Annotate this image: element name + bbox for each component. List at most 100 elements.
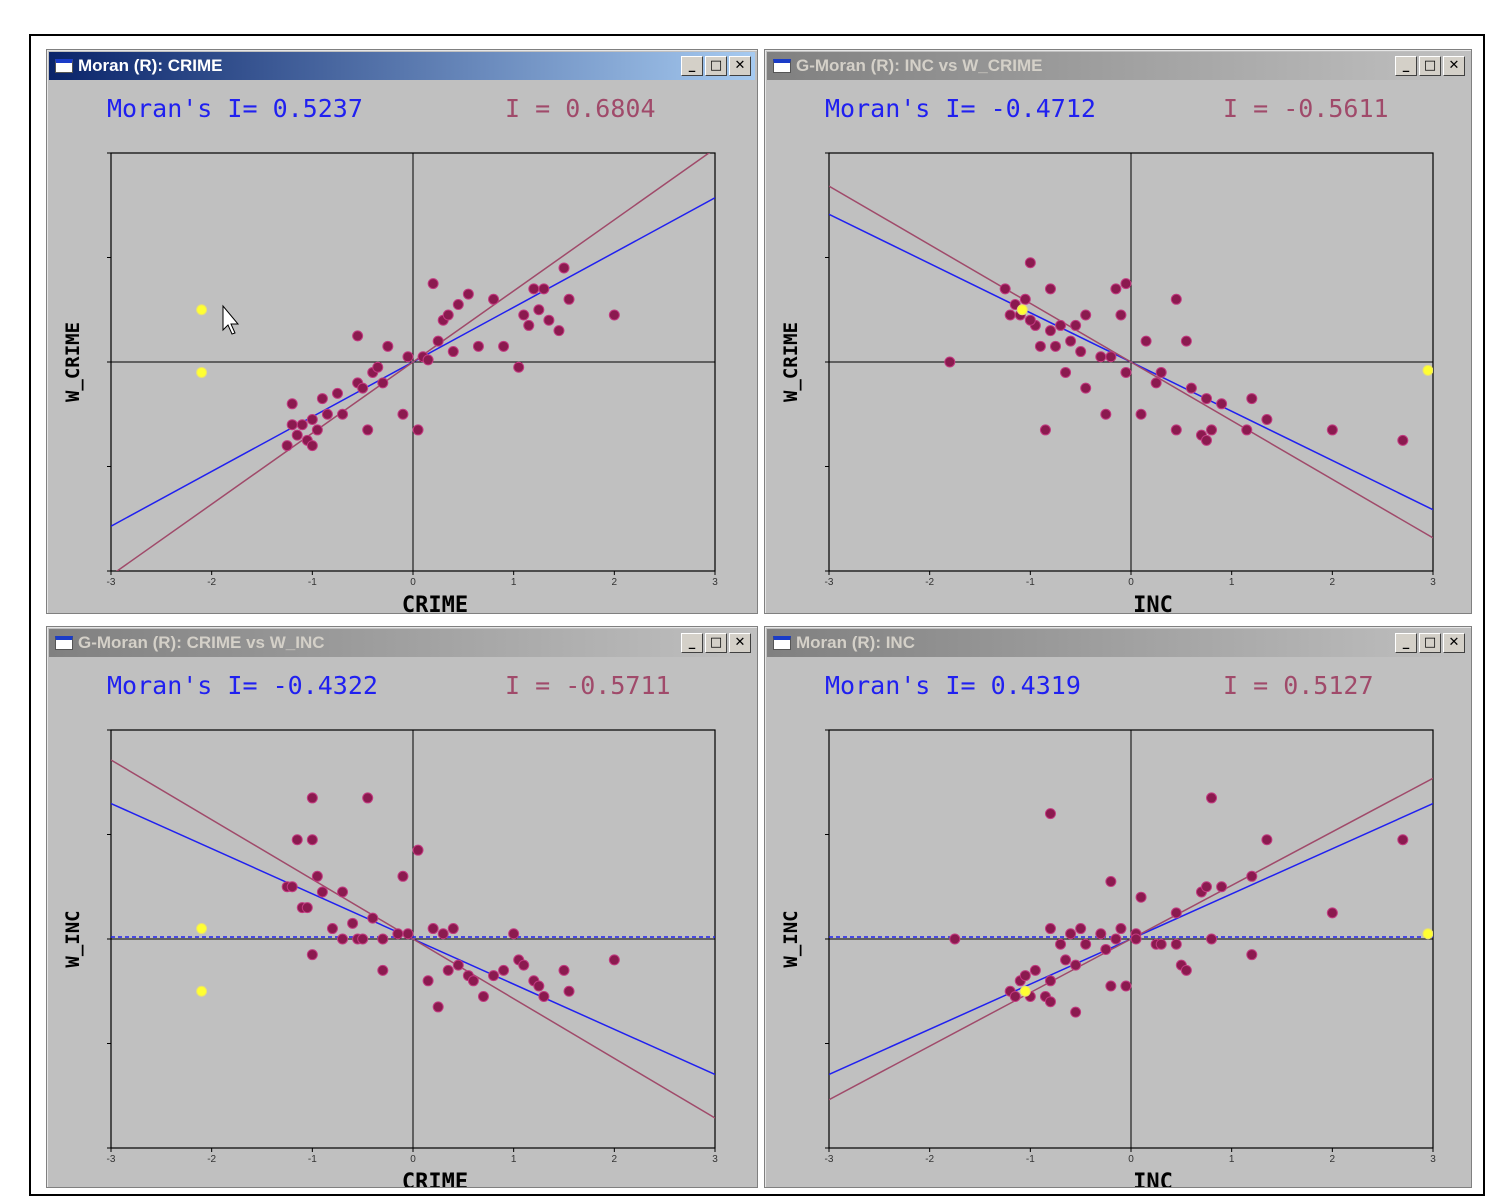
data-point[interactable] — [1024, 314, 1036, 326]
data-point[interactable] — [1326, 907, 1338, 919]
data-point[interactable] — [1261, 413, 1273, 425]
data-point[interactable] — [543, 314, 555, 326]
data-point[interactable] — [377, 933, 389, 945]
data-point[interactable] — [1110, 933, 1122, 945]
data-point[interactable] — [402, 351, 414, 363]
data-point[interactable] — [1100, 408, 1112, 420]
data-point[interactable] — [1060, 954, 1072, 966]
data-point[interactable] — [402, 928, 414, 940]
data-point[interactable] — [1034, 340, 1046, 352]
data-point[interactable] — [1095, 928, 1107, 940]
data-point[interactable] — [337, 933, 349, 945]
data-point[interactable] — [1397, 834, 1409, 846]
data-point[interactable] — [1180, 335, 1192, 347]
data-point[interactable] — [1065, 928, 1077, 940]
data-point[interactable] — [1080, 938, 1092, 950]
minimize-button[interactable]: _ — [681, 633, 703, 653]
data-point[interactable] — [1070, 959, 1082, 971]
data-point[interactable] — [1115, 309, 1127, 321]
data-point[interactable] — [1044, 283, 1056, 295]
data-point[interactable] — [437, 928, 449, 940]
data-point[interactable] — [1120, 980, 1132, 992]
close-button[interactable]: ✕ — [729, 633, 751, 653]
data-point[interactable] — [1105, 980, 1117, 992]
data-point[interactable] — [377, 964, 389, 976]
data-point[interactable] — [533, 304, 545, 316]
data-point[interactable] — [1105, 876, 1117, 888]
data-point[interactable] — [1080, 382, 1092, 394]
scatter-plot[interactable]: -3 -2 -1 0 1 2 3 CRIME W_CRIME — [47, 50, 758, 614]
data-point[interactable] — [357, 933, 369, 945]
data-point[interactable] — [518, 959, 530, 971]
data-point[interactable] — [316, 393, 328, 405]
data-point[interactable] — [337, 886, 349, 898]
data-point[interactable] — [1155, 366, 1167, 378]
data-point[interactable] — [1024, 257, 1036, 269]
data-point[interactable] — [1070, 319, 1082, 331]
selected-point[interactable] — [196, 985, 208, 997]
data-point[interactable] — [1044, 325, 1056, 337]
data-point[interactable] — [286, 398, 298, 410]
data-point[interactable] — [1065, 335, 1077, 347]
data-point[interactable] — [286, 881, 298, 893]
selected-point[interactable] — [1422, 928, 1433, 940]
data-point[interactable] — [412, 424, 424, 436]
data-point[interactable] — [1397, 434, 1409, 446]
data-point[interactable] — [311, 870, 323, 882]
data-point[interactable] — [608, 309, 620, 321]
minimize-button[interactable]: _ — [681, 56, 703, 76]
data-point[interactable] — [467, 975, 479, 987]
data-point[interactable] — [1120, 278, 1132, 290]
data-point[interactable] — [528, 283, 540, 295]
data-point[interactable] — [311, 424, 323, 436]
moran-window-3[interactable]: G-Moran (R): CRIME vs W_INC _ □ ✕ Moran's I=… — [46, 626, 758, 1188]
data-point[interactable] — [291, 834, 303, 846]
data-point[interactable] — [1120, 366, 1132, 378]
data-point[interactable] — [513, 361, 525, 373]
data-point[interactable] — [397, 870, 409, 882]
data-point[interactable] — [362, 792, 374, 804]
data-point[interactable] — [1155, 938, 1167, 950]
data-point[interactable] — [1075, 346, 1087, 358]
data-point[interactable] — [442, 309, 454, 321]
data-point[interactable] — [427, 278, 439, 290]
data-point[interactable] — [1135, 891, 1147, 903]
data-point[interactable] — [326, 923, 338, 935]
data-point[interactable] — [337, 408, 349, 420]
data-point[interactable] — [608, 954, 620, 966]
data-point[interactable] — [306, 949, 318, 961]
data-point[interactable] — [1135, 408, 1147, 420]
data-point[interactable] — [1070, 1006, 1082, 1018]
data-point[interactable] — [412, 844, 424, 856]
data-point[interactable] — [1140, 335, 1152, 347]
data-point[interactable] — [306, 792, 318, 804]
data-point[interactable] — [1110, 283, 1122, 295]
data-point[interactable] — [392, 928, 404, 940]
data-point[interactable] — [291, 429, 303, 441]
data-point[interactable] — [1044, 808, 1056, 820]
data-point[interactable] — [533, 980, 545, 992]
data-point[interactable] — [1130, 933, 1142, 945]
maximize-button[interactable]: □ — [1419, 56, 1441, 76]
data-point[interactable] — [1241, 424, 1253, 436]
data-point[interactable] — [538, 990, 550, 1002]
data-point[interactable] — [306, 413, 318, 425]
data-point[interactable] — [1261, 834, 1273, 846]
data-point[interactable] — [558, 964, 570, 976]
window-title-bar[interactable]: G-Moran (R): CRIME vs W_INC _ □ ✕ — [49, 629, 755, 657]
data-point[interactable] — [498, 964, 510, 976]
data-point[interactable] — [1201, 393, 1212, 405]
data-point[interactable] — [563, 985, 575, 997]
data-point[interactable] — [1075, 923, 1087, 935]
data-point[interactable] — [1019, 970, 1031, 982]
data-point[interactable] — [372, 361, 384, 373]
selected-point[interactable] — [196, 366, 208, 378]
data-point[interactable] — [1105, 351, 1117, 363]
data-point[interactable] — [382, 340, 394, 352]
data-point[interactable] — [1216, 881, 1228, 893]
close-button[interactable]: ✕ — [1443, 633, 1465, 653]
data-point[interactable] — [352, 330, 364, 342]
data-point[interactable] — [999, 283, 1011, 295]
data-point[interactable] — [452, 299, 464, 311]
data-point[interactable] — [488, 293, 500, 305]
